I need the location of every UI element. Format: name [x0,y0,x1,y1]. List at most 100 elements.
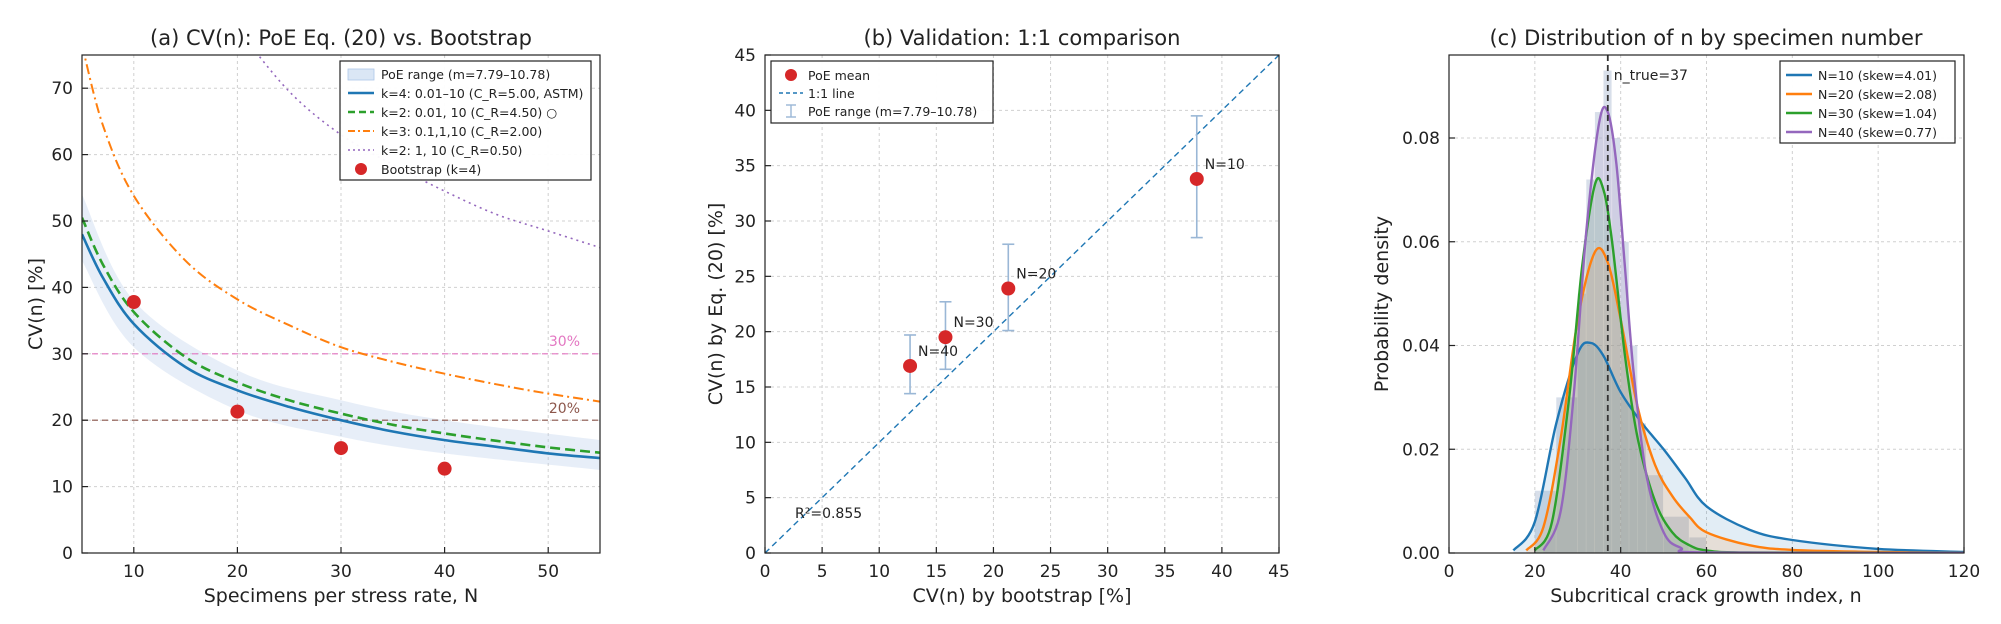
panel-c-xtick-5: 100 [1862,562,1894,582]
point-label-1: N=30 [953,315,993,331]
panel-a-ytick-0: 0 [62,544,73,564]
panel-b-xtick-9: 45 [1268,562,1290,582]
panel-a-title: (a) CV(n): PoE Eq. (20) vs. Bootstrap [150,26,532,50]
histogram-bar-8 [1629,345,1638,553]
panel-c-xtick-2: 40 [1610,562,1632,582]
panel-b-ytick-4: 20 [734,323,756,343]
density-line-n40 [1542,105,1964,553]
panel-a-ticks: 10 20 30 40 50 0 10 20 30 40 50 60 70 [51,79,559,582]
panel-b-xtick-4: 20 [983,562,1005,582]
panel-a-xtick-3: 40 [434,562,456,582]
density-fill-n10 [1513,342,1964,553]
legend-n40-label: N=40 (skew=0.77) [1818,125,1937,140]
panel-b-xtick-0: 0 [760,562,771,582]
panel-b-ytick-0: 0 [745,544,756,564]
legend-k3-label: k=3: 0.1,1,10 (C_R=2.00) [381,124,542,139]
poe-range-band [82,194,600,470]
panel-b-xtick-7: 35 [1154,562,1176,582]
histogram-bar-6 [1612,138,1621,553]
r-squared-annotation: R²=0.855 [795,506,862,522]
panel-b-grid [764,54,1280,554]
panel-b-ticks: 0 5 10 15 20 25 30 35 40 45 0 5 10 15 20 25 30 35 40 45 [734,46,1289,582]
histogram-bar-3 [1586,179,1595,553]
panel-a: (a) CV(n): PoE Eq. (20) vs. Bootstrap 30… [25,26,601,607]
panel-c-ytick-3: 0.06 [1402,233,1440,253]
panel-a-ytick-5: 50 [51,212,73,232]
panel-c-title: (c) Distribution of n by specimen number [1489,26,1922,50]
panel-b-ytick-7: 35 [734,157,756,177]
panel-b-xtick-1: 5 [817,562,828,582]
poe-mean-point-3 [1189,171,1204,186]
panel-b-ytick-6: 30 [734,212,756,232]
panel-b-ytick-5: 25 [734,267,756,287]
panel-c-ticks: 0 20 40 60 80 100 120 0.00 0.02 0.04 0.06 0.08 [1402,129,1980,582]
panel-a-ylabel: CV(n) [%] [25,258,47,350]
legend-1to1-label: 1:1 line [808,86,855,101]
histogram-bar-4 [1594,112,1603,553]
legend-n20-label: N=20 (skew=2.08) [1818,87,1937,102]
poe-mean-point-1 [938,330,953,345]
legend-band-label: PoE range (m=7.79–10.78) [381,67,550,82]
panel-b-frame [764,54,1280,554]
panel-c-ytick-2: 0.04 [1402,337,1440,357]
panel-b-xtick-6: 30 [1097,562,1119,582]
point-label-0: N=40 [918,344,958,360]
bootstrap-point-3 [437,461,452,476]
panel-c-xtick-4: 80 [1782,562,1804,582]
panel-b-ytick-1: 5 [745,489,756,509]
panel-a-xtick-1: 20 [227,562,249,582]
point-labels: N=40 N=30 N=20 N=10 [918,157,1245,360]
bootstrap-point-1 [230,404,245,419]
histogram-bar-9 [1637,423,1646,553]
panel-c-xtick-3: 60 [1696,562,1718,582]
panel-b-ytick-2: 10 [734,433,756,453]
point-label-3: N=10 [1205,157,1245,173]
density-fill-n40 [1543,107,1964,553]
panel-c-ytick-4: 0.08 [1402,129,1440,149]
bootstrap-points [126,295,452,476]
panel-b-xtick-3: 15 [926,562,948,582]
poe-mean-point-2 [1001,281,1016,296]
poe-mean-points [903,171,1204,373]
bootstrap-point-2 [334,441,348,456]
panel-c-xtick-0: 0 [1444,562,1455,582]
panel-a-xlabel: Specimens per stress rate, N [204,585,478,607]
panel-b-xtick-5: 25 [1040,562,1062,582]
legend-poe-range-swatch [786,104,796,118]
panel-b-title: (b) Validation: 1:1 comparison [864,26,1181,50]
series-k2-001-10-line [82,217,600,454]
point-label-2: N=20 [1016,267,1056,283]
panel-b-xlabel: CV(n) by bootstrap [%] [912,585,1131,607]
panel-a-ytick-7: 70 [51,79,73,99]
legend-bootstrap-swatch [355,163,367,175]
panel-b-ytick-8: 40 [734,101,756,121]
panel-a-legend: PoE range (m=7.79–10.78) k=4: 0.01–10 (C… [339,60,592,181]
reference-label-30: 30% [549,334,580,350]
panel-a-ytick-3: 30 [51,345,73,365]
panel-a-xtick-4: 50 [537,562,559,582]
legend-n30-label: N=30 (skew=1.04) [1818,106,1937,121]
legend-k2a-label: k=2: 0.01, 10 (C_R=4.50) ○ [381,105,557,120]
panel-c-ytick-0: 0.00 [1402,544,1440,564]
panel-c-ytick-1: 0.02 [1402,440,1440,460]
density-fill-n20 [1526,248,1964,553]
reference-label-20: 20% [549,401,580,417]
panel-c: (c) Distribution of n by specimen number… [1371,26,1980,607]
legend-poe-mean-swatch [785,69,797,81]
legend-bootstrap-label: Bootstrap (k=4) [381,162,481,177]
legend-band-swatch [347,68,375,81]
panel-b-xtick-2: 10 [868,562,890,582]
histogram-bar-5 [1603,70,1612,553]
legend-poe-mean-label: PoE mean [808,68,870,83]
true-value-label: n_true=37 [1614,68,1688,84]
panel-b: (b) Validation: 1:1 comparison N=40N=30N… [705,26,1290,607]
panel-b-xtick-8: 40 [1211,562,1233,582]
panel-c-xlabel: Subcritical crack growth index, n [1550,585,1861,607]
legend-k4-label: k=4: 0.01–10 (C_R=5.00, ASTM) [381,86,583,101]
panel-a-ytick-1: 10 [51,478,73,498]
legend-k2b-label: k=2: 1, 10 (C_R=0.50) [381,143,522,158]
panel-b-legend: PoE mean 1:1 line PoE range (m=7.79–10.7… [770,60,994,124]
legend-poe-range-label: PoE range (m=7.79–10.78) [808,104,977,119]
panel-a-ytick-4: 40 [51,278,73,298]
